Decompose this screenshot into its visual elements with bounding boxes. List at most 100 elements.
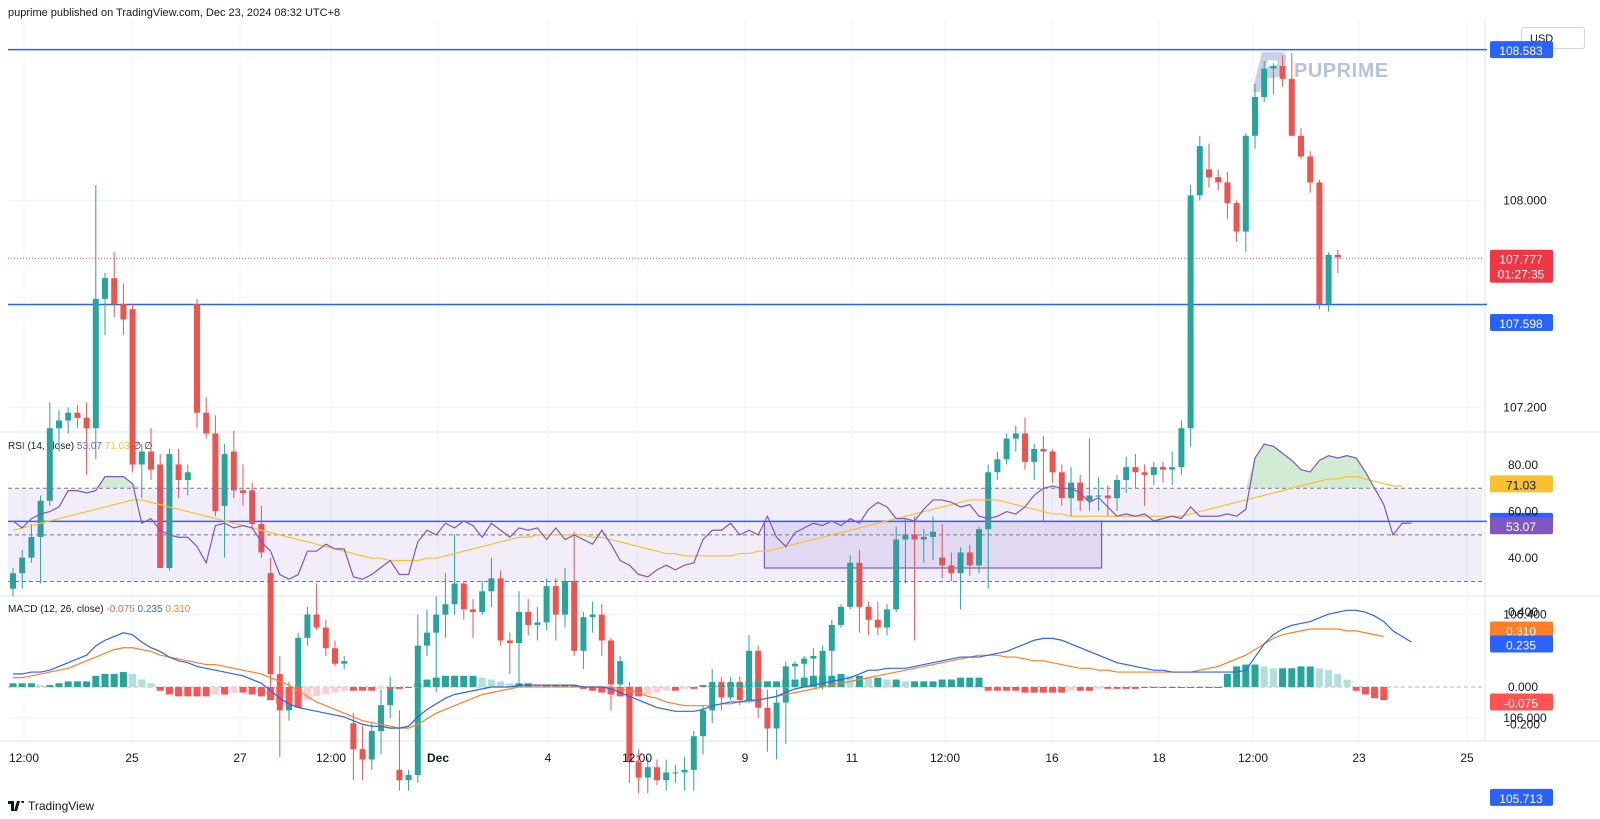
macd-histogram-bar [892, 679, 900, 687]
macd-histogram-bar [285, 687, 293, 706]
last-price-tag: 107.777 [1499, 253, 1543, 267]
macd-histogram-bar [690, 687, 698, 689]
macd-signal-tag-bg [1490, 621, 1553, 639]
macd-histogram-bar [543, 685, 551, 687]
candle-body [267, 573, 274, 675]
price-tick-label: 106.400 [1503, 608, 1547, 622]
macd-histogram-bar [257, 687, 265, 697]
macd-histogram-bar [156, 687, 164, 691]
macd-histogram-bar [368, 687, 376, 691]
macd-histogram-bar [129, 673, 137, 687]
macd-histogram-bar [671, 687, 679, 691]
macd-histogram-bar [570, 685, 578, 687]
macd-histogram-bar [1058, 687, 1066, 693]
rsi-lower-value: ∅ [144, 441, 153, 452]
macd-histogram-bar [451, 675, 459, 687]
macd-histogram-bar [957, 677, 965, 687]
time-tick-label: 12:00 [316, 751, 346, 765]
candle-body [221, 454, 228, 506]
publish-header: puprime published on TradingView.com, De… [8, 7, 341, 19]
macd-legend[interactable]: MACD (12, 26, close) -0.075 0.235 0.310 [8, 604, 190, 615]
macd-histogram-bar [303, 687, 311, 701]
macd-histogram-bar [1076, 687, 1084, 691]
candle-body [322, 627, 329, 649]
macd-signal-value: 0.310 [165, 604, 191, 615]
candle-body [966, 552, 973, 566]
macd-histogram-bar [1177, 687, 1185, 688]
last-price-tag-bg [1490, 249, 1553, 283]
macd-histogram-bar [1039, 687, 1047, 693]
candle-body [1252, 96, 1258, 136]
time-tick-label: 18 [1152, 751, 1166, 765]
time-tick-label: 25 [1460, 751, 1474, 765]
candle-body [1058, 472, 1065, 499]
candle-body [948, 565, 955, 574]
candle-body [939, 557, 946, 566]
macd-histogram-bar [395, 687, 403, 689]
macd-histogram-bar [147, 683, 155, 687]
candle-body [571, 580, 578, 651]
candle-body [166, 454, 173, 568]
candle-body [626, 692, 633, 763]
candle-body [1169, 467, 1176, 470]
candle-body [930, 531, 936, 537]
candle-body [552, 586, 559, 615]
macd-tick-label: 0.400 [1508, 605, 1538, 619]
candle-body [1132, 467, 1139, 473]
macd-histogram-bar [202, 687, 210, 697]
time-tick-label: 12:00 [930, 751, 960, 765]
macd-histogram-bar [1104, 687, 1112, 689]
candle-body [911, 534, 918, 540]
rsi-overbought-fill [13, 444, 1412, 489]
candle-body [470, 609, 476, 612]
macd-histogram-bar [331, 687, 339, 693]
macd-histogram-bar [837, 673, 845, 687]
candle-body [37, 500, 44, 537]
tradingview-logo[interactable]: TradingView [8, 799, 94, 813]
macd-line [13, 609, 1412, 729]
macd-histogram-bar [1380, 687, 1388, 701]
candle-body [957, 552, 964, 574]
macd-hist-tag-bg [1490, 693, 1553, 711]
candle-body [1187, 195, 1194, 429]
macd-histogram-bar [984, 687, 992, 691]
macd-histogram-bar [1122, 687, 1130, 689]
candle-body [405, 775, 412, 781]
macd-histogram-bar [717, 685, 725, 687]
macd-histogram-bar [27, 683, 35, 687]
macd-histogram-bar [1233, 666, 1241, 687]
macd-histogram-bar [855, 675, 863, 687]
candle-body [976, 529, 982, 566]
candle-body [764, 707, 771, 729]
macd-histogram-bar [1361, 687, 1369, 695]
candle-body [433, 614, 440, 633]
macd-histogram-bar [9, 683, 17, 687]
macd-histogram-bar [911, 681, 919, 687]
candle-body [700, 710, 706, 737]
macd-histogram-bar [487, 679, 495, 687]
candle-body [138, 451, 145, 465]
low-tag-bg [1490, 788, 1553, 806]
macd-histogram-bar [1279, 668, 1287, 687]
rsi-legend[interactable]: RSI (14, close) 53.07 71.03 ∅ ∅ [8, 441, 153, 452]
candle-body [865, 606, 872, 620]
macd-histogram-bar [294, 687, 302, 708]
candle-body [1298, 135, 1304, 157]
candle-body [810, 655, 817, 659]
watermark-text: PUPRIME [1294, 59, 1389, 82]
candle-body [46, 428, 53, 501]
macd-histogram-bar [975, 677, 983, 687]
macd-line-tag: 0.235 [1506, 639, 1536, 653]
candle-body [157, 464, 164, 568]
rsi-ma-tag-bg [1490, 475, 1553, 493]
rsi-line [12, 443, 1412, 580]
candle-body [516, 611, 522, 644]
macd-histogram-bar [184, 687, 192, 697]
macd-histogram-bar [101, 673, 109, 687]
rsi-tick-label: 40.00 [1508, 551, 1538, 565]
rsi-ma-value: 71.03 [104, 441, 130, 452]
macd-tick-label: 0.000 [1508, 680, 1538, 694]
candle-body [230, 451, 237, 491]
macd-histogram-bar [138, 679, 146, 687]
